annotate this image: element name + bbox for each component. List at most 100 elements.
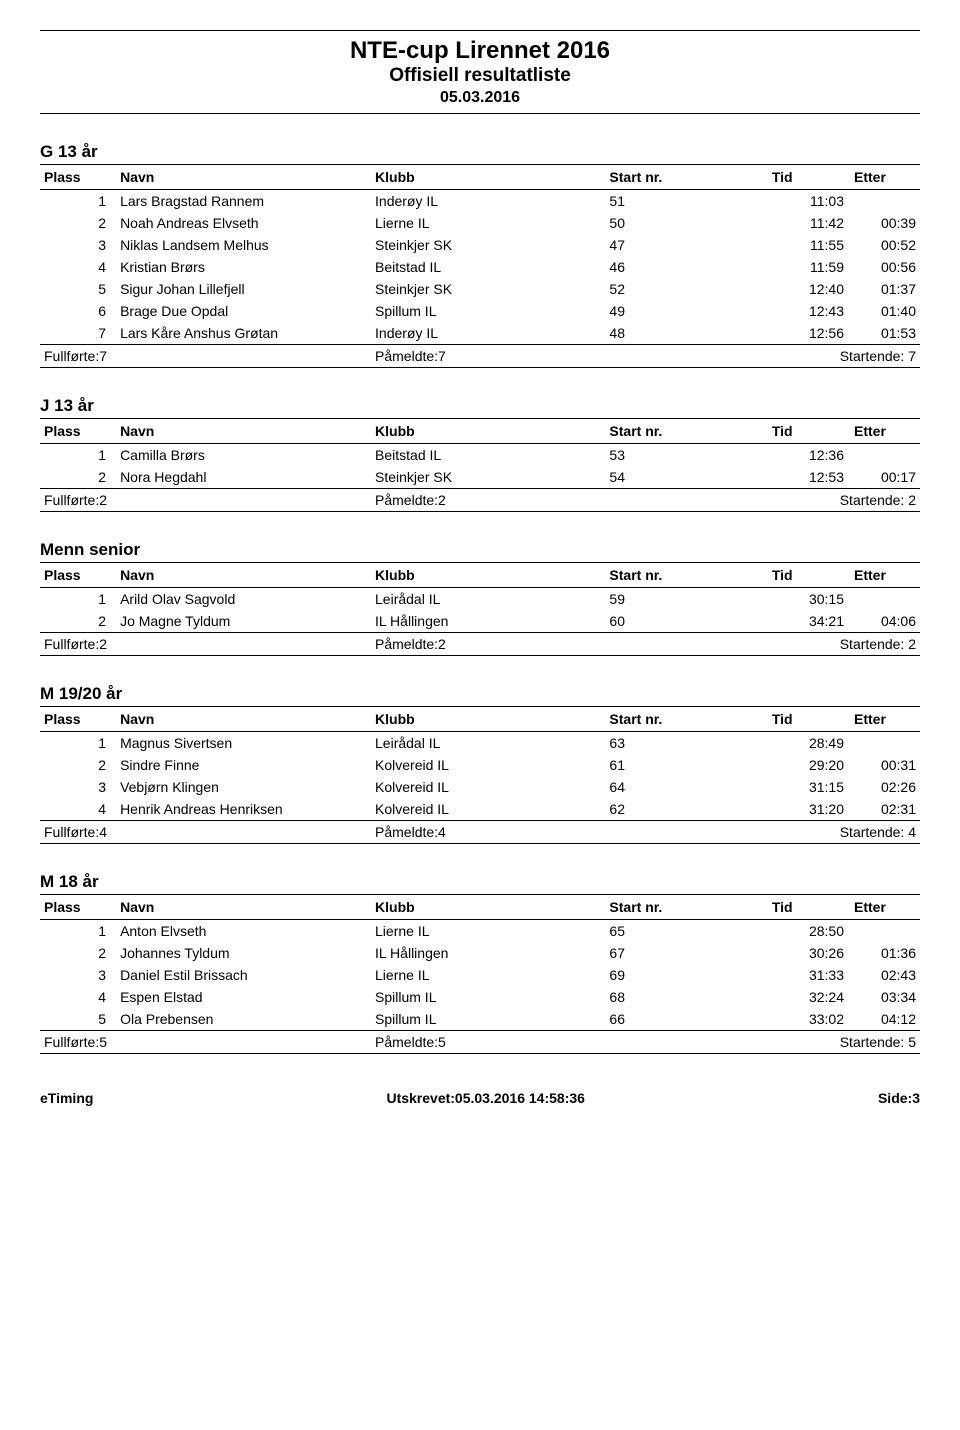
cell-etter: 00:17 <box>848 466 920 489</box>
cell-tid: 30:26 <box>768 942 848 964</box>
cell-navn: Sigur Johan Lillefjell <box>116 278 371 300</box>
col-plass-header: Plass <box>40 707 116 732</box>
cell-etter: 00:56 <box>848 256 920 278</box>
page-footer: eTiming Utskrevet:05.03.2016 14:58:36 Si… <box>40 1090 920 1106</box>
cell-tid: 11:59 <box>768 256 848 278</box>
cell-start: 62 <box>605 798 767 821</box>
page-header: NTE-cup Lirennet 2016 Offisiell resultat… <box>40 30 920 114</box>
table-row: 3Daniel Estil BrissachLierne IL6931:3302… <box>40 964 920 986</box>
table-row: 2Noah Andreas ElvsethLierne IL5011:4200:… <box>40 212 920 234</box>
results-section: M 19/20 årPlassNavnKlubbStart nr.TidEtte… <box>40 684 920 844</box>
summary-full: Fullførte:2 <box>40 633 371 656</box>
col-tid-header: Tid <box>768 419 848 444</box>
cell-klubb: Lierne IL <box>371 920 605 943</box>
cell-start: 65 <box>605 920 767 943</box>
summary-start: Startende: 5 <box>768 1031 920 1054</box>
cell-plass: 4 <box>40 798 116 821</box>
cell-start: 64 <box>605 776 767 798</box>
summary-start: Startende: 4 <box>768 821 920 844</box>
col-klubb-header: Klubb <box>371 419 605 444</box>
cell-plass: 4 <box>40 986 116 1008</box>
summary-full: Fullførte:2 <box>40 489 371 512</box>
cell-plass: 5 <box>40 1008 116 1031</box>
table-row: 2Johannes TyldumIL Hållingen6730:2601:36 <box>40 942 920 964</box>
cell-tid: 11:55 <box>768 234 848 256</box>
table-header-row: PlassNavnKlubbStart nr.TidEtter <box>40 563 920 588</box>
table-header-row: PlassNavnKlubbStart nr.TidEtter <box>40 165 920 190</box>
cell-navn: Anton Elvseth <box>116 920 371 943</box>
cell-etter: 01:40 <box>848 300 920 322</box>
cell-tid: 28:50 <box>768 920 848 943</box>
cell-etter <box>848 588 920 611</box>
summary-start: Startende: 2 <box>768 489 920 512</box>
col-plass-header: Plass <box>40 165 116 190</box>
cell-start: 48 <box>605 322 767 345</box>
cell-start: 51 <box>605 190 767 213</box>
col-navn-header: Navn <box>116 419 371 444</box>
cell-tid: 11:03 <box>768 190 848 213</box>
table-row: 5Sigur Johan LillefjellSteinkjer SK5212:… <box>40 278 920 300</box>
cell-plass: 7 <box>40 322 116 345</box>
cell-etter: 00:31 <box>848 754 920 776</box>
page-title: NTE-cup Lirennet 2016 <box>40 37 920 65</box>
cell-klubb: Spillum IL <box>371 986 605 1008</box>
summary-pam: Påmeldte:4 <box>371 821 768 844</box>
cell-navn: Lars Bragstad Rannem <box>116 190 371 213</box>
section-title: G 13 år <box>40 142 920 162</box>
cell-klubb: Leirådal IL <box>371 732 605 755</box>
cell-tid: 29:20 <box>768 754 848 776</box>
cell-etter: 00:52 <box>848 234 920 256</box>
cell-klubb: Kolvereid IL <box>371 754 605 776</box>
cell-klubb: Kolvereid IL <box>371 776 605 798</box>
cell-klubb: Spillum IL <box>371 300 605 322</box>
table-row: 4Kristian BrørsBeitstad IL4611:5900:56 <box>40 256 920 278</box>
cell-klubb: Leirådal IL <box>371 588 605 611</box>
col-navn-header: Navn <box>116 707 371 732</box>
table-row: 2Jo Magne TyldumIL Hållingen6034:2104:06 <box>40 610 920 633</box>
table-row: 1Camilla BrørsBeitstad IL5312:36 <box>40 444 920 467</box>
footer-right: Side:3 <box>878 1090 920 1106</box>
col-tid-header: Tid <box>768 895 848 920</box>
cell-navn: Ola Prebensen <box>116 1008 371 1031</box>
col-start-header: Start nr. <box>605 419 767 444</box>
cell-klubb: Lierne IL <box>371 964 605 986</box>
cell-plass: 3 <box>40 964 116 986</box>
cell-navn: Lars Kåre Anshus Grøtan <box>116 322 371 345</box>
cell-klubb: Beitstad IL <box>371 256 605 278</box>
col-klubb-header: Klubb <box>371 895 605 920</box>
summary-start: Startende: 2 <box>768 633 920 656</box>
cell-tid: 28:49 <box>768 732 848 755</box>
summary-row: Fullførte:5Påmeldte:5Startende: 5 <box>40 1031 920 1054</box>
cell-etter: 04:06 <box>848 610 920 633</box>
col-start-header: Start nr. <box>605 165 767 190</box>
cell-etter: 00:39 <box>848 212 920 234</box>
table-row: 6Brage Due OpdalSpillum IL4912:4301:40 <box>40 300 920 322</box>
cell-tid: 12:36 <box>768 444 848 467</box>
cell-klubb: IL Hållingen <box>371 942 605 964</box>
col-klubb-header: Klubb <box>371 563 605 588</box>
results-table: PlassNavnKlubbStart nr.TidEtter1Arild Ol… <box>40 562 920 656</box>
col-etter-header: Etter <box>848 563 920 588</box>
cell-navn: Niklas Landsem Melhus <box>116 234 371 256</box>
summary-pam: Påmeldte:2 <box>371 489 768 512</box>
cell-klubb: Steinkjer SK <box>371 234 605 256</box>
cell-navn: Sindre Finne <box>116 754 371 776</box>
cell-klubb: Beitstad IL <box>371 444 605 467</box>
table-row: 1Magnus SivertsenLeirådal IL6328:49 <box>40 732 920 755</box>
cell-navn: Brage Due Opdal <box>116 300 371 322</box>
results-table: PlassNavnKlubbStart nr.TidEtter1Magnus S… <box>40 706 920 844</box>
cell-tid: 31:15 <box>768 776 848 798</box>
cell-etter: 02:31 <box>848 798 920 821</box>
summary-full: Fullførte:4 <box>40 821 371 844</box>
col-tid-header: Tid <box>768 563 848 588</box>
cell-tid: 31:20 <box>768 798 848 821</box>
cell-etter: 04:12 <box>848 1008 920 1031</box>
table-row: 4Espen ElstadSpillum IL6832:2403:34 <box>40 986 920 1008</box>
cell-klubb: Steinkjer SK <box>371 278 605 300</box>
table-row: 4Henrik Andreas HenriksenKolvereid IL623… <box>40 798 920 821</box>
table-row: 2Nora HegdahlSteinkjer SK5412:5300:17 <box>40 466 920 489</box>
col-etter-header: Etter <box>848 707 920 732</box>
section-title: M 19/20 år <box>40 684 920 704</box>
cell-tid: 30:15 <box>768 588 848 611</box>
cell-tid: 31:33 <box>768 964 848 986</box>
